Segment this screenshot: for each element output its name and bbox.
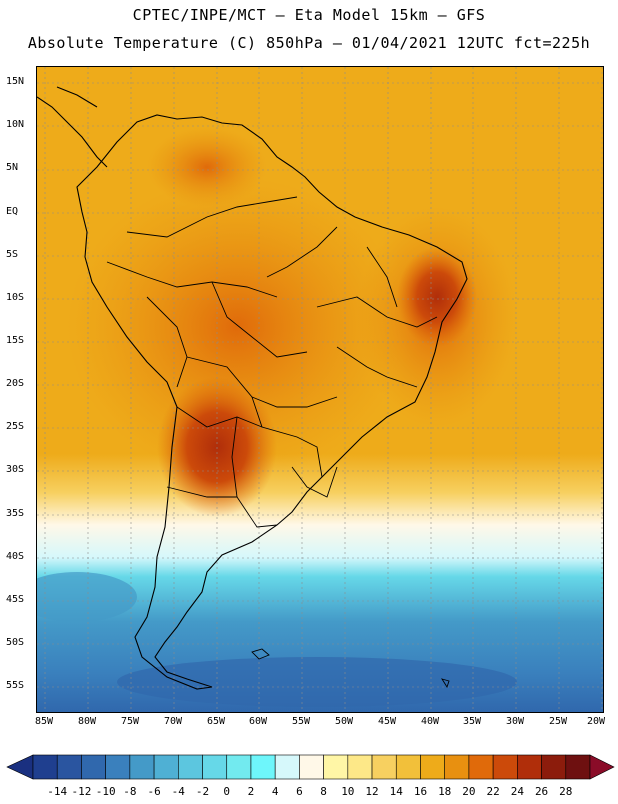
colorbar-swatch <box>299 754 324 780</box>
colorbar-swatch <box>226 754 252 780</box>
colorbar-label: 12 <box>365 785 378 798</box>
colorbar-label: -14 <box>47 785 67 798</box>
lon-label-55w: 55W <box>291 716 311 727</box>
lat-label-5n: 5N <box>6 162 19 173</box>
colorbar-swatch <box>492 754 518 780</box>
lon-label-50w: 50W <box>334 716 354 727</box>
lon-label-75w: 75W <box>120 716 140 727</box>
colorbar-label: 14 <box>390 785 404 798</box>
hot-region-north <box>147 127 267 207</box>
lon-label-25w: 25W <box>548 716 568 727</box>
colorbar-swatch <box>274 754 300 780</box>
colorbar-label: 24 <box>511 785 525 798</box>
lon-label-60w: 60W <box>248 716 268 727</box>
falkland-islands <box>251 648 270 660</box>
lat-label-45s: 45S <box>6 594 25 605</box>
lat-label-50s: 50S <box>6 637 25 648</box>
lat-label-10n: 10N <box>6 119 25 130</box>
colorbar-swatch <box>56 754 82 780</box>
colorbar-swatch <box>371 754 397 780</box>
colorbar-label: -12 <box>71 785 91 798</box>
color-legend: -14 -12 -10 -8 -6 -4 -2 0 2 4 6 8 10 12 14 16 18 20 22 24 26… <box>0 752 618 800</box>
lat-label-20s: 20S <box>6 378 25 389</box>
lat-label-10s: 10S <box>6 292 25 303</box>
colorbar-label: 20 <box>462 785 475 798</box>
title-line-1: CPTEC/INPE/MCT – Eta Model 15km – GFS <box>132 6 486 24</box>
colorbar-swatch <box>153 754 179 780</box>
colorbar-label: -8 <box>123 785 136 798</box>
colorbar-label: 4 <box>272 785 279 798</box>
colorbar-swatch <box>444 754 470 780</box>
lat-label-15n: 15N <box>6 76 25 87</box>
colorbar-swatch <box>323 754 349 780</box>
colorbar-swatch <box>517 754 542 780</box>
lat-label-35s: 35S <box>6 508 25 519</box>
colorbar-label: 18 <box>438 785 451 798</box>
cold-region-southwest <box>37 572 137 622</box>
lon-label-80w: 80W <box>77 716 97 727</box>
colorbar-label: -4 <box>172 785 186 798</box>
lat-label-30s: 30S <box>6 464 25 475</box>
island-east <box>440 678 450 689</box>
colorbar-label: 22 <box>487 785 500 798</box>
colorbar-swatch <box>395 754 421 780</box>
colorbar-label: 8 <box>320 785 327 798</box>
colorbar-swatch <box>178 754 203 780</box>
colorbar-swatch <box>347 754 373 780</box>
lon-label-40w: 40W <box>420 716 440 727</box>
colorbar-label: 6 <box>296 785 303 798</box>
lon-label-70w: 70W <box>163 716 183 727</box>
temperature-map <box>36 66 604 713</box>
title-line-2: Absolute Temperature (C) 850hPa – 01/04/… <box>27 34 591 52</box>
colorbar-label: 26 <box>535 785 548 798</box>
lat-label-55s: 55S <box>6 680 25 691</box>
cold-region-south <box>117 657 517 707</box>
colorbar-label: -10 <box>96 785 116 798</box>
lon-label-85w: 85W <box>34 716 54 727</box>
lon-label-45w: 45W <box>377 716 397 727</box>
lat-label-eq: EQ <box>6 206 19 217</box>
south-america-coastline <box>76 114 468 690</box>
colorbar-swatch <box>32 754 58 780</box>
colorbar-label: 2 <box>248 785 255 798</box>
lat-label-5s: 5S <box>6 249 19 260</box>
lat-label-25s: 25S <box>6 421 25 432</box>
colorbar-swatch <box>105 754 131 780</box>
lon-label-65w: 65W <box>206 716 226 727</box>
colorbar-swatch <box>420 754 445 780</box>
lon-label-20w: 20W <box>586 716 606 727</box>
lon-label-30w: 30W <box>505 716 525 727</box>
colorbar-swatch <box>202 754 228 780</box>
colorbar-over-arrow <box>589 754 615 780</box>
colorbar-swatch <box>565 754 591 780</box>
colorbar-label: 0 <box>223 785 230 798</box>
central-america-coastline <box>37 86 108 168</box>
colorbar-swatch <box>81 754 106 780</box>
colorbar-swatch <box>129 754 155 780</box>
colorbar-label: 28 <box>559 785 572 798</box>
colorbar-label: 10 <box>341 785 354 798</box>
colorbar-swatch <box>250 754 276 780</box>
hot-region-northeast <box>397 247 477 347</box>
colorbar-under-arrow <box>6 754 34 780</box>
country-borders <box>106 196 438 528</box>
lat-label-15s: 15S <box>6 335 25 346</box>
lat-label-40s: 40S <box>6 551 25 562</box>
colorbar-swatch <box>541 754 567 780</box>
lat-lon-grid <box>37 67 603 712</box>
colorbar-label: 16 <box>414 785 427 798</box>
lon-label-35w: 35W <box>462 716 482 727</box>
colorbar-swatch <box>468 754 494 780</box>
colorbar-label: -2 <box>196 785 209 798</box>
colorbar-label: -6 <box>147 785 160 798</box>
